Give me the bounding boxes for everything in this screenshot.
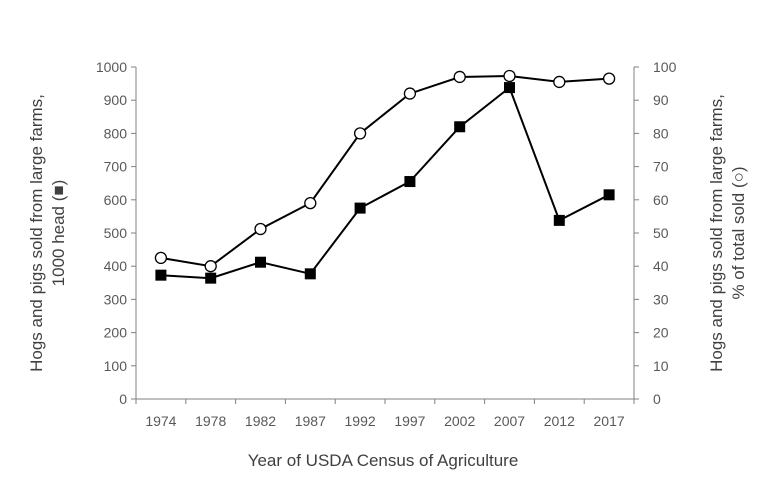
x-axis-ticks: 1974 1978 1982 1987 1992 1997 2002 2007 2012 2017 [135, 399, 635, 429]
x-tick-label: 1997 [394, 413, 425, 429]
right-tick-label: 30 [653, 291, 669, 307]
data-point-head [354, 202, 366, 214]
left-tick-label: 800 [104, 125, 128, 141]
series-lines [160, 74, 610, 280]
left-tick-label: 400 [104, 258, 128, 274]
left-tick-label: 500 [104, 225, 128, 241]
left-axis-ticks: 0 100 200 300 400 500 600 700 800 900 1000 [96, 59, 136, 407]
left-tick-label: 1000 [96, 59, 127, 75]
data-point-head [404, 176, 416, 188]
x-tick-label: 1992 [345, 413, 376, 429]
x-tick-label: 2017 [594, 413, 625, 429]
left-tick-label: 100 [104, 358, 128, 374]
series-line-head [160, 85, 610, 280]
data-point-percent [602, 72, 616, 85]
right-tick-label: 60 [653, 192, 669, 208]
x-axis-title: Year of USDA Census of Agriculture [248, 451, 519, 470]
x-tick-label: 2012 [544, 413, 575, 429]
right-tick-label: 70 [653, 159, 669, 175]
left-tick-label: 600 [104, 192, 128, 208]
data-point-percent [304, 196, 317, 210]
axes [135, 67, 635, 400]
x-tick-label: 2007 [494, 413, 525, 429]
data-point-head [454, 121, 466, 133]
left-tick-label: 700 [104, 159, 128, 175]
right-axis-title: Hogs and pigs sold from large farms, [707, 94, 726, 372]
series-line-percent [160, 74, 610, 268]
data-point-percent [204, 260, 217, 273]
right-tick-label: 100 [653, 59, 677, 75]
data-point-percent [553, 75, 566, 89]
right-tick-label: 20 [653, 325, 669, 341]
left-tick-label: 0 [119, 391, 127, 407]
data-point-percent [154, 251, 168, 265]
data-point-head [205, 272, 217, 284]
right-tick-label: 10 [653, 358, 669, 374]
left-tick-label: 900 [104, 92, 128, 108]
right-tick-label: 40 [653, 258, 669, 274]
data-point-head [155, 269, 167, 281]
right-axis-title-line2: % of total sold (○) [729, 166, 748, 299]
x-tick-label: 1974 [145, 413, 176, 429]
data-point-head [553, 214, 565, 226]
x-tick-label: 2002 [444, 413, 475, 429]
series-markers [154, 69, 616, 284]
left-axis-title: Hogs and pigs sold from large farms, [27, 94, 46, 372]
data-point-head [304, 268, 316, 280]
data-point-percent [254, 222, 267, 236]
right-tick-label: 90 [653, 92, 669, 108]
left-tick-label: 200 [104, 325, 128, 341]
left-axis-title-line2: 1000 head (■) [49, 180, 68, 287]
x-tick-label: 1982 [245, 413, 276, 429]
data-point-head [603, 189, 615, 201]
data-point-percent [453, 70, 466, 84]
right-tick-label: 50 [653, 225, 669, 241]
data-point-percent [353, 127, 367, 140]
right-axis-ticks: 0 10 20 30 40 50 60 70 80 90 100 [634, 59, 677, 407]
left-tick-label: 300 [104, 291, 128, 307]
data-point-head [504, 82, 515, 94]
right-tick-label: 0 [653, 391, 661, 407]
data-point-percent [403, 87, 417, 100]
right-tick-label: 80 [653, 125, 669, 141]
x-tick-label: 1987 [295, 413, 326, 429]
data-point-head [255, 256, 266, 268]
data-point-percent [503, 69, 516, 83]
x-tick-label: 1978 [195, 413, 226, 429]
